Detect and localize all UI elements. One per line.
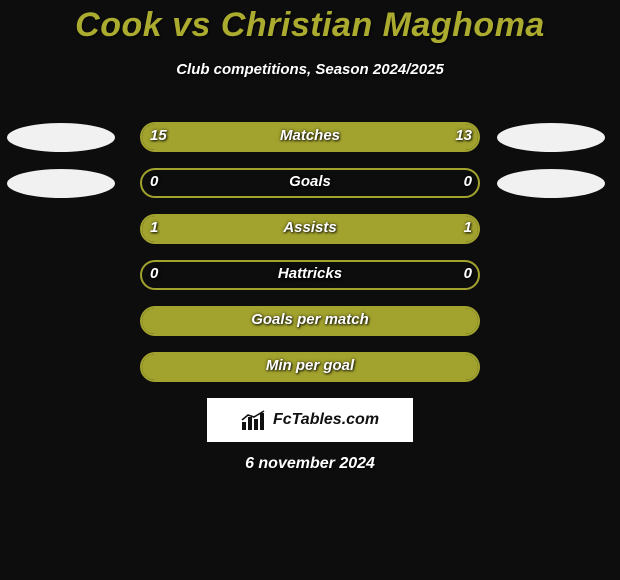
stat-row: Min per goal — [0, 352, 620, 384]
stat-bar-track — [140, 214, 480, 244]
stat-bar-track — [140, 168, 480, 198]
stat-bar-fill-left — [142, 124, 322, 150]
chart-icon — [241, 410, 267, 430]
stat-bar-track — [140, 306, 480, 336]
player-right-ellipse — [497, 169, 605, 198]
stat-row: Hattricks00 — [0, 260, 620, 292]
stat-bar-fill-right — [310, 216, 478, 242]
stat-bar-track — [140, 352, 480, 382]
snapshot-date: 6 november 2024 — [0, 455, 620, 473]
stat-bar-track — [140, 260, 480, 290]
stat-bar-track — [140, 122, 480, 152]
stat-bar-fill-left — [142, 216, 310, 242]
stat-rows: Matches1513 Goals00 Assists11 Hattricks00 Go… — [0, 122, 620, 398]
logo-text: FcTables.com — [273, 411, 379, 429]
comparison-subtitle: Club competitions, Season 2024/2025 — [0, 61, 620, 78]
comparison-title: Cook vs Christian Maghoma — [0, 0, 620, 45]
player-left-ellipse — [7, 123, 115, 152]
stat-row: Goals per match — [0, 306, 620, 338]
comparison-card: { "title": "Cook vs Christian Maghoma", … — [0, 0, 620, 580]
stat-row: Matches1513 — [0, 122, 620, 154]
stat-bar-fill-right — [322, 124, 478, 150]
stat-bar-fill-left — [142, 354, 478, 380]
stat-row: Goals00 — [0, 168, 620, 200]
player-left-ellipse — [7, 169, 115, 198]
stat-bar-fill-left — [142, 308, 478, 334]
stat-row: Assists11 — [0, 214, 620, 246]
player-right-ellipse — [497, 123, 605, 152]
logo-badge: FcTables.com — [207, 398, 413, 442]
